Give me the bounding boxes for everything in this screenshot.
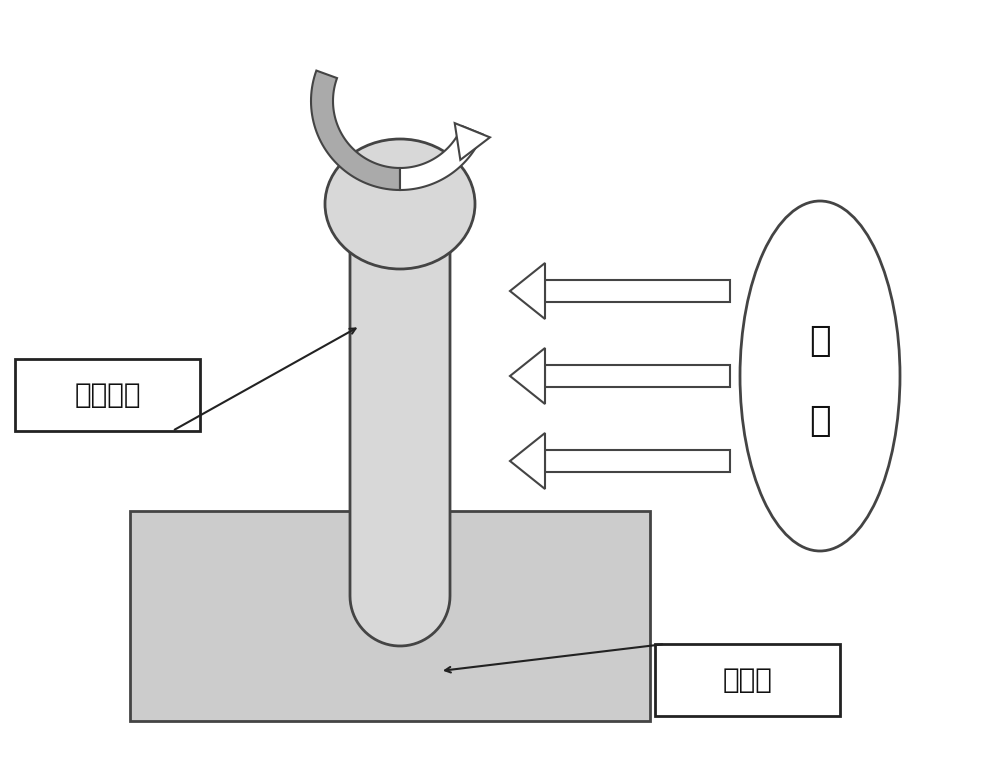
Text: 源: 源 xyxy=(809,404,831,438)
FancyBboxPatch shape xyxy=(15,359,200,431)
Ellipse shape xyxy=(325,139,475,269)
Polygon shape xyxy=(311,71,400,190)
Polygon shape xyxy=(350,156,450,646)
Ellipse shape xyxy=(740,201,900,551)
FancyBboxPatch shape xyxy=(655,644,840,716)
Polygon shape xyxy=(545,450,730,472)
Polygon shape xyxy=(545,365,730,387)
Polygon shape xyxy=(130,511,650,721)
Polygon shape xyxy=(455,123,490,160)
Polygon shape xyxy=(510,433,545,489)
Text: 培养液: 培养液 xyxy=(723,666,772,694)
Polygon shape xyxy=(400,126,483,190)
Polygon shape xyxy=(510,348,545,404)
Text: 贴壁材料: 贴壁材料 xyxy=(74,381,141,409)
Polygon shape xyxy=(545,280,730,302)
Text: 光: 光 xyxy=(809,324,831,358)
Polygon shape xyxy=(510,263,545,319)
